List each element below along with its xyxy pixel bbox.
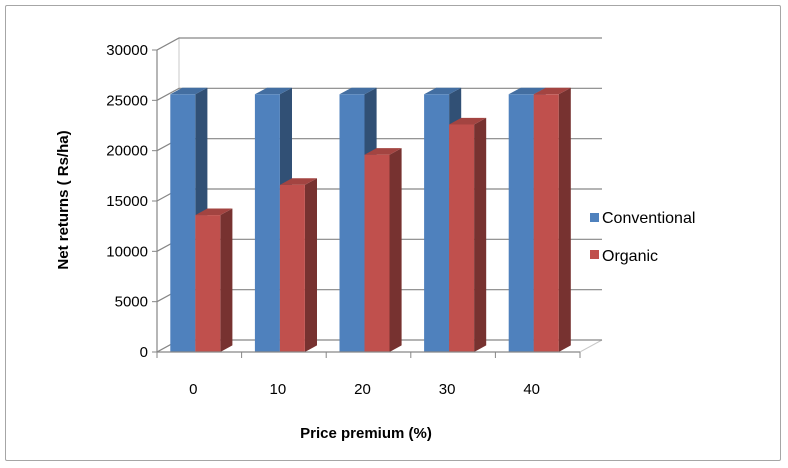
bar-conventional-40-top — [508, 87, 546, 95]
gridline — [156, 37, 602, 51]
y-tick-label: 15000 — [106, 193, 148, 210]
bar-organic-10-front — [279, 184, 305, 352]
legend-swatch-conventional — [590, 213, 599, 222]
bar-conventional-0-front — [170, 94, 196, 352]
bar-organic-30-top — [449, 117, 487, 125]
x-tick-label: 0 — [189, 381, 197, 398]
x-tick-label: 20 — [354, 381, 371, 398]
bar-organic-30-front — [449, 124, 475, 352]
bar-conventional-10-front — [254, 94, 280, 352]
bar-organic-20 — [364, 148, 402, 352]
legend-label-organic: Organic — [602, 248, 658, 265]
bar-organic-20-side — [389, 148, 402, 352]
bar-organic-40-front — [533, 94, 559, 352]
bar-organic-40-side — [558, 87, 571, 353]
bar-conventional-0-top — [170, 87, 208, 95]
bar-organic-20-top — [364, 148, 402, 155]
bar-organic-20-front — [364, 154, 390, 352]
bar-conventional-20-top — [339, 87, 377, 95]
legend-swatch-organic — [590, 250, 599, 259]
bar-conventional-40-front — [508, 94, 534, 352]
bars — [170, 87, 571, 353]
bar-organic-40-top — [533, 87, 571, 95]
bar-conventional-20-front — [339, 94, 365, 352]
bar-conventional-30-front — [424, 94, 450, 352]
bar-organic-30 — [449, 117, 487, 352]
y-tick-label: 10000 — [106, 243, 148, 260]
y-axis-title: Net returns ( Rs/ha) — [55, 130, 72, 269]
bar-organic-40 — [533, 87, 571, 353]
bar-organic-0-top — [195, 208, 233, 216]
bar-organic-10-top — [279, 178, 317, 185]
bar-organic-0 — [195, 208, 233, 352]
bar-organic-10-side — [304, 178, 317, 352]
x-axis-title: Price premium (%) — [300, 425, 432, 442]
x-tick-label: 30 — [439, 381, 456, 398]
y-tick-label: 5000 — [115, 294, 148, 311]
bar-conventional-30-top — [424, 87, 462, 95]
x-tick-label: 40 — [523, 381, 540, 398]
x-tick-label: 10 — [270, 381, 287, 398]
legend: Conventional Organic — [590, 210, 695, 265]
y-tick-label: 30000 — [106, 42, 148, 59]
axes: 0 5000 10000 15000 20000 25000 30000 0 10 20 30 40 — [106, 42, 581, 398]
bar-organic-30-side — [474, 117, 487, 352]
bar-organic-0-side — [220, 208, 233, 352]
bar-organic-10 — [279, 178, 317, 352]
y-tick-label: 25000 — [106, 92, 148, 109]
bar-conventional-10-top — [254, 87, 292, 95]
y-tick-label: 20000 — [106, 143, 148, 160]
y-tick-label: 0 — [140, 344, 148, 361]
bar-organic-0-front — [195, 215, 221, 352]
legend-label-conventional: Conventional — [602, 210, 695, 227]
